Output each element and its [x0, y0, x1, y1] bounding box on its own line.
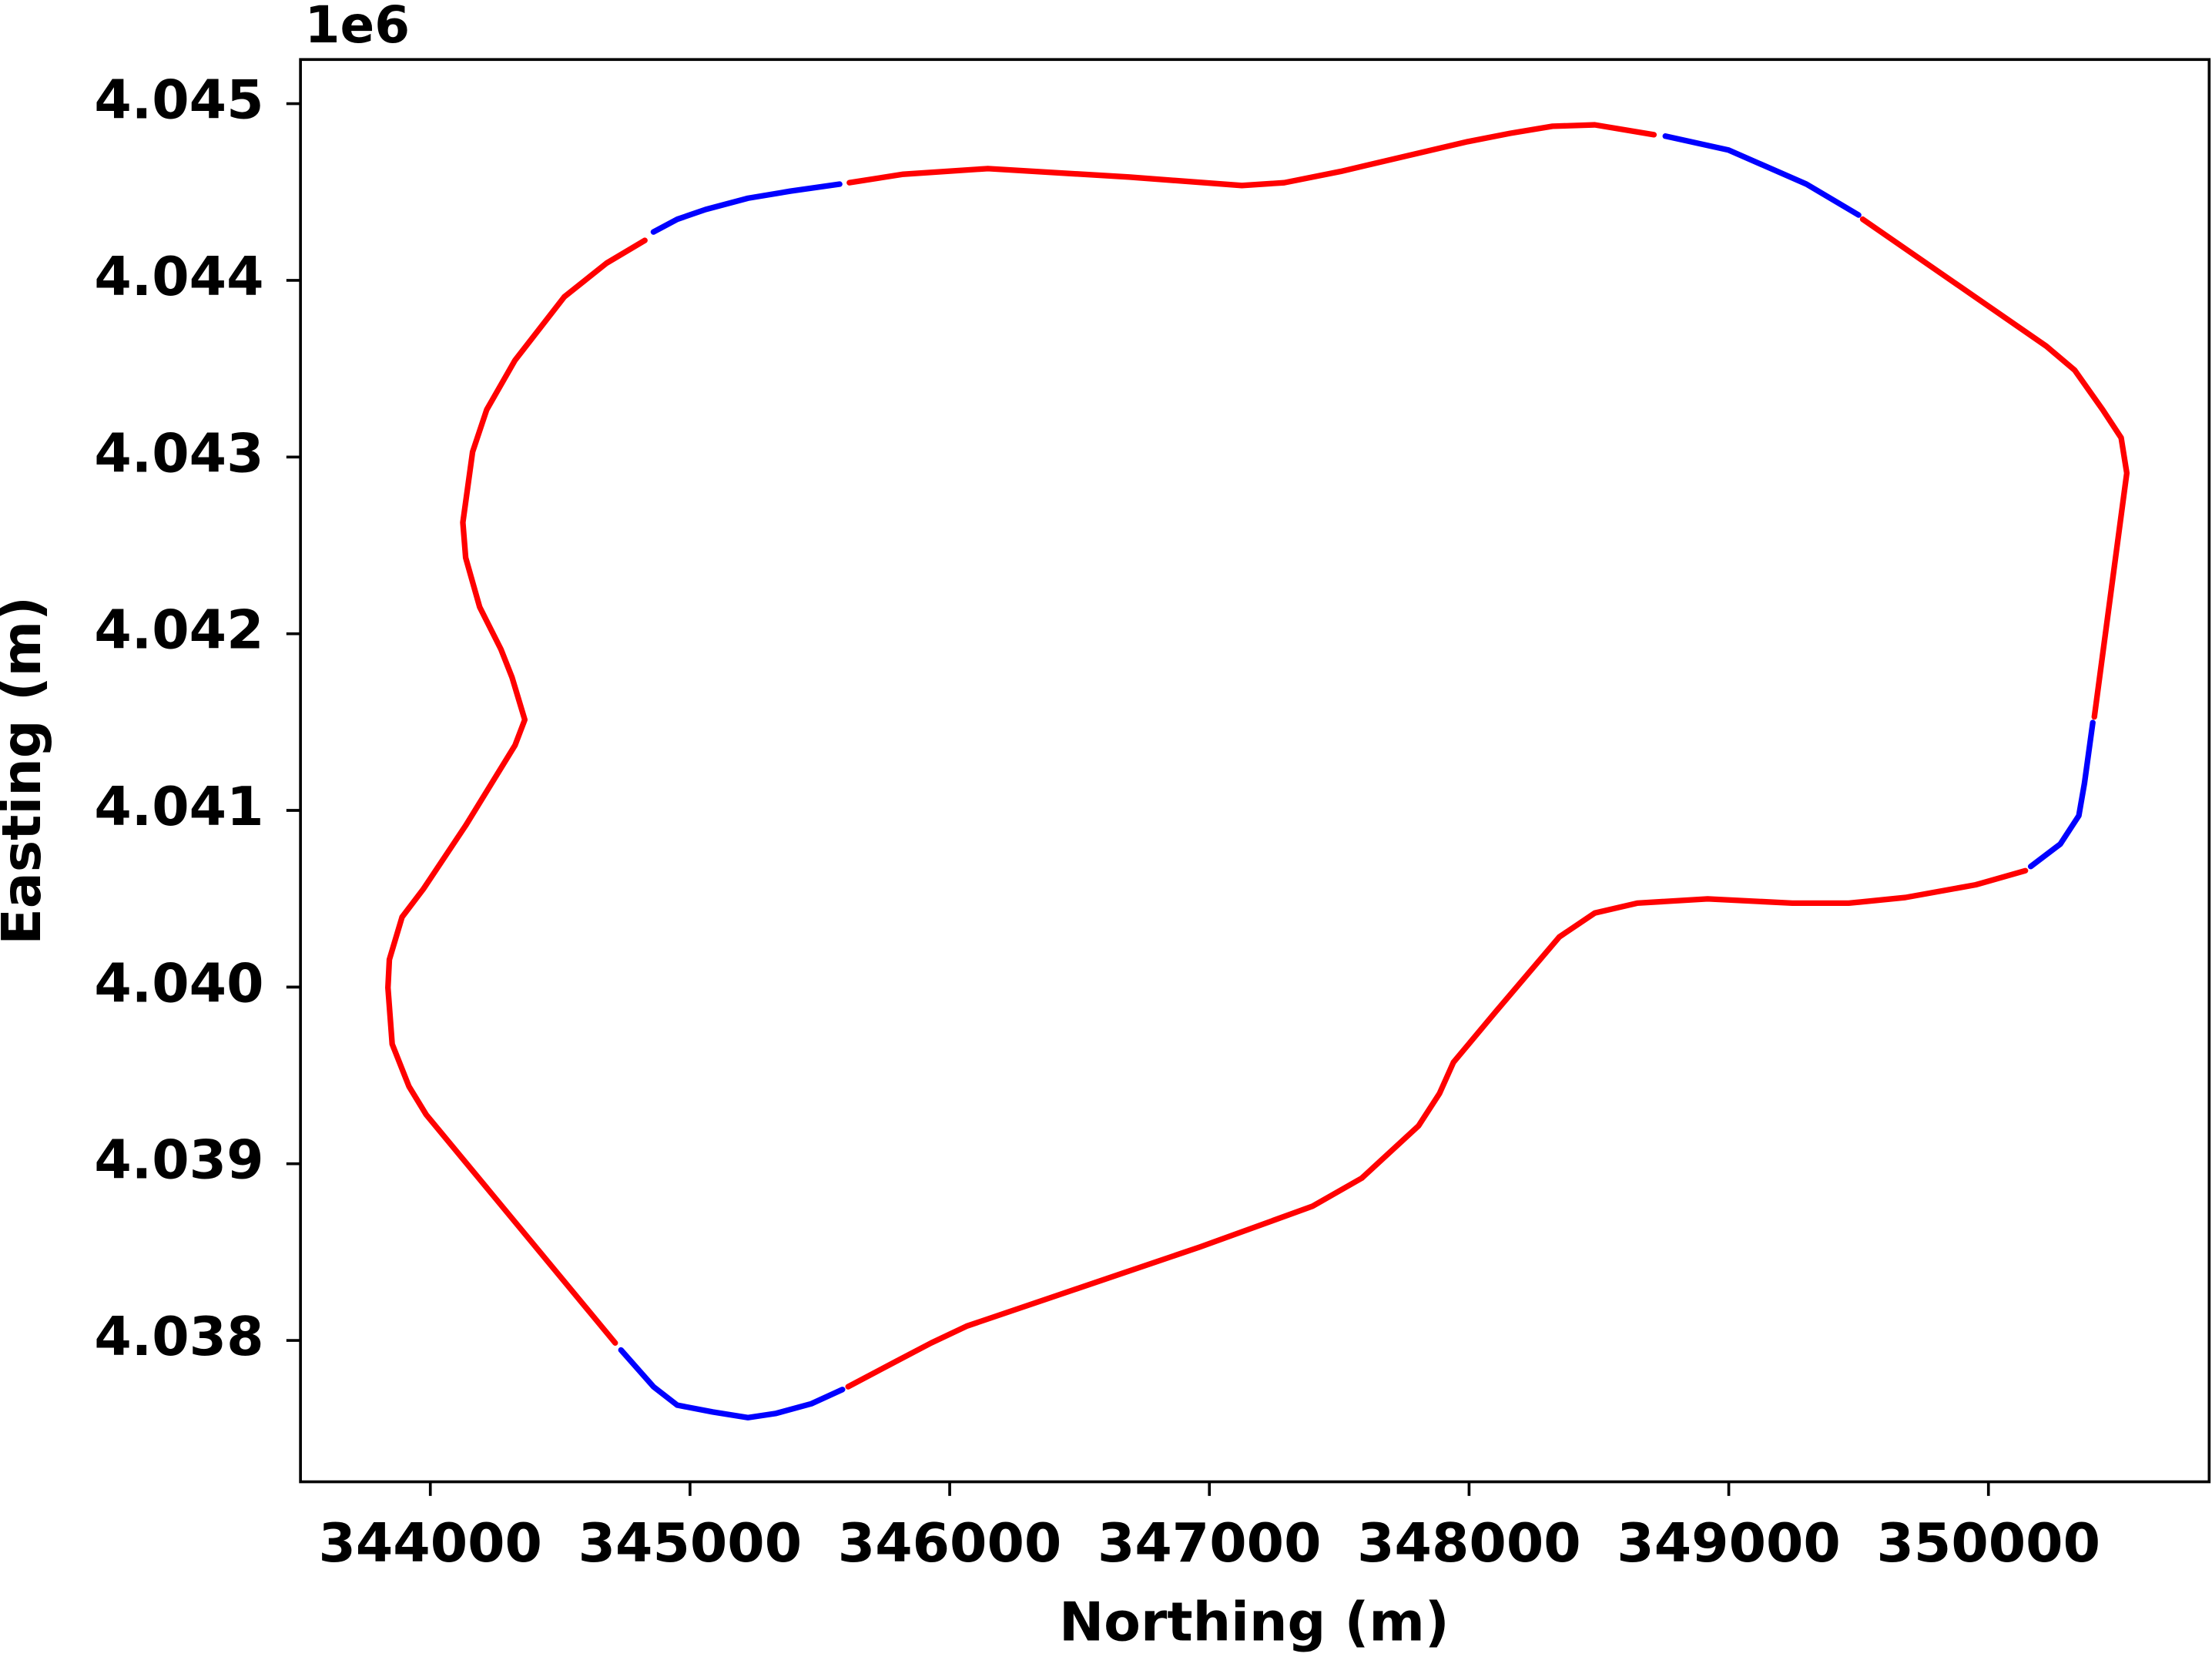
y-tick-label: 4.044 — [94, 246, 263, 308]
x-tick-label: 347000 — [1098, 1512, 1322, 1575]
y-tick-label: 4.043 — [94, 422, 263, 485]
track-segment — [618, 1347, 846, 1421]
x-tick-label: 349000 — [1617, 1512, 1841, 1575]
y-tick-label: 4.040 — [94, 952, 263, 1015]
y-tick-label: 4.041 — [94, 776, 263, 838]
y-tick-label: 4.045 — [94, 69, 263, 132]
track-segment — [845, 867, 2029, 1390]
x-tick-label: 345000 — [578, 1512, 803, 1575]
track-segment — [1662, 133, 1862, 218]
y-axis-title: Easting (m) — [0, 596, 53, 945]
plot-frame — [299, 58, 2211, 1484]
track-segment — [1859, 216, 2130, 720]
x-tick-label: 348000 — [1357, 1512, 1581, 1575]
y-tick-label: 4.039 — [94, 1129, 263, 1192]
y-tick-label: 4.042 — [94, 599, 263, 662]
axis-offset-text: 1e6 — [305, 0, 410, 55]
x-tick-label: 346000 — [838, 1512, 1062, 1575]
x-axis-title: Northing (m) — [1059, 1591, 1450, 1653]
track-segment — [650, 181, 843, 235]
x-tick-label: 344000 — [318, 1512, 542, 1575]
track-segment — [846, 122, 1657, 189]
track-segment — [2027, 719, 2096, 870]
y-tick-label: 4.038 — [94, 1306, 263, 1368]
x-tick-label: 350000 — [1876, 1512, 2100, 1575]
track-segment — [385, 237, 648, 1346]
